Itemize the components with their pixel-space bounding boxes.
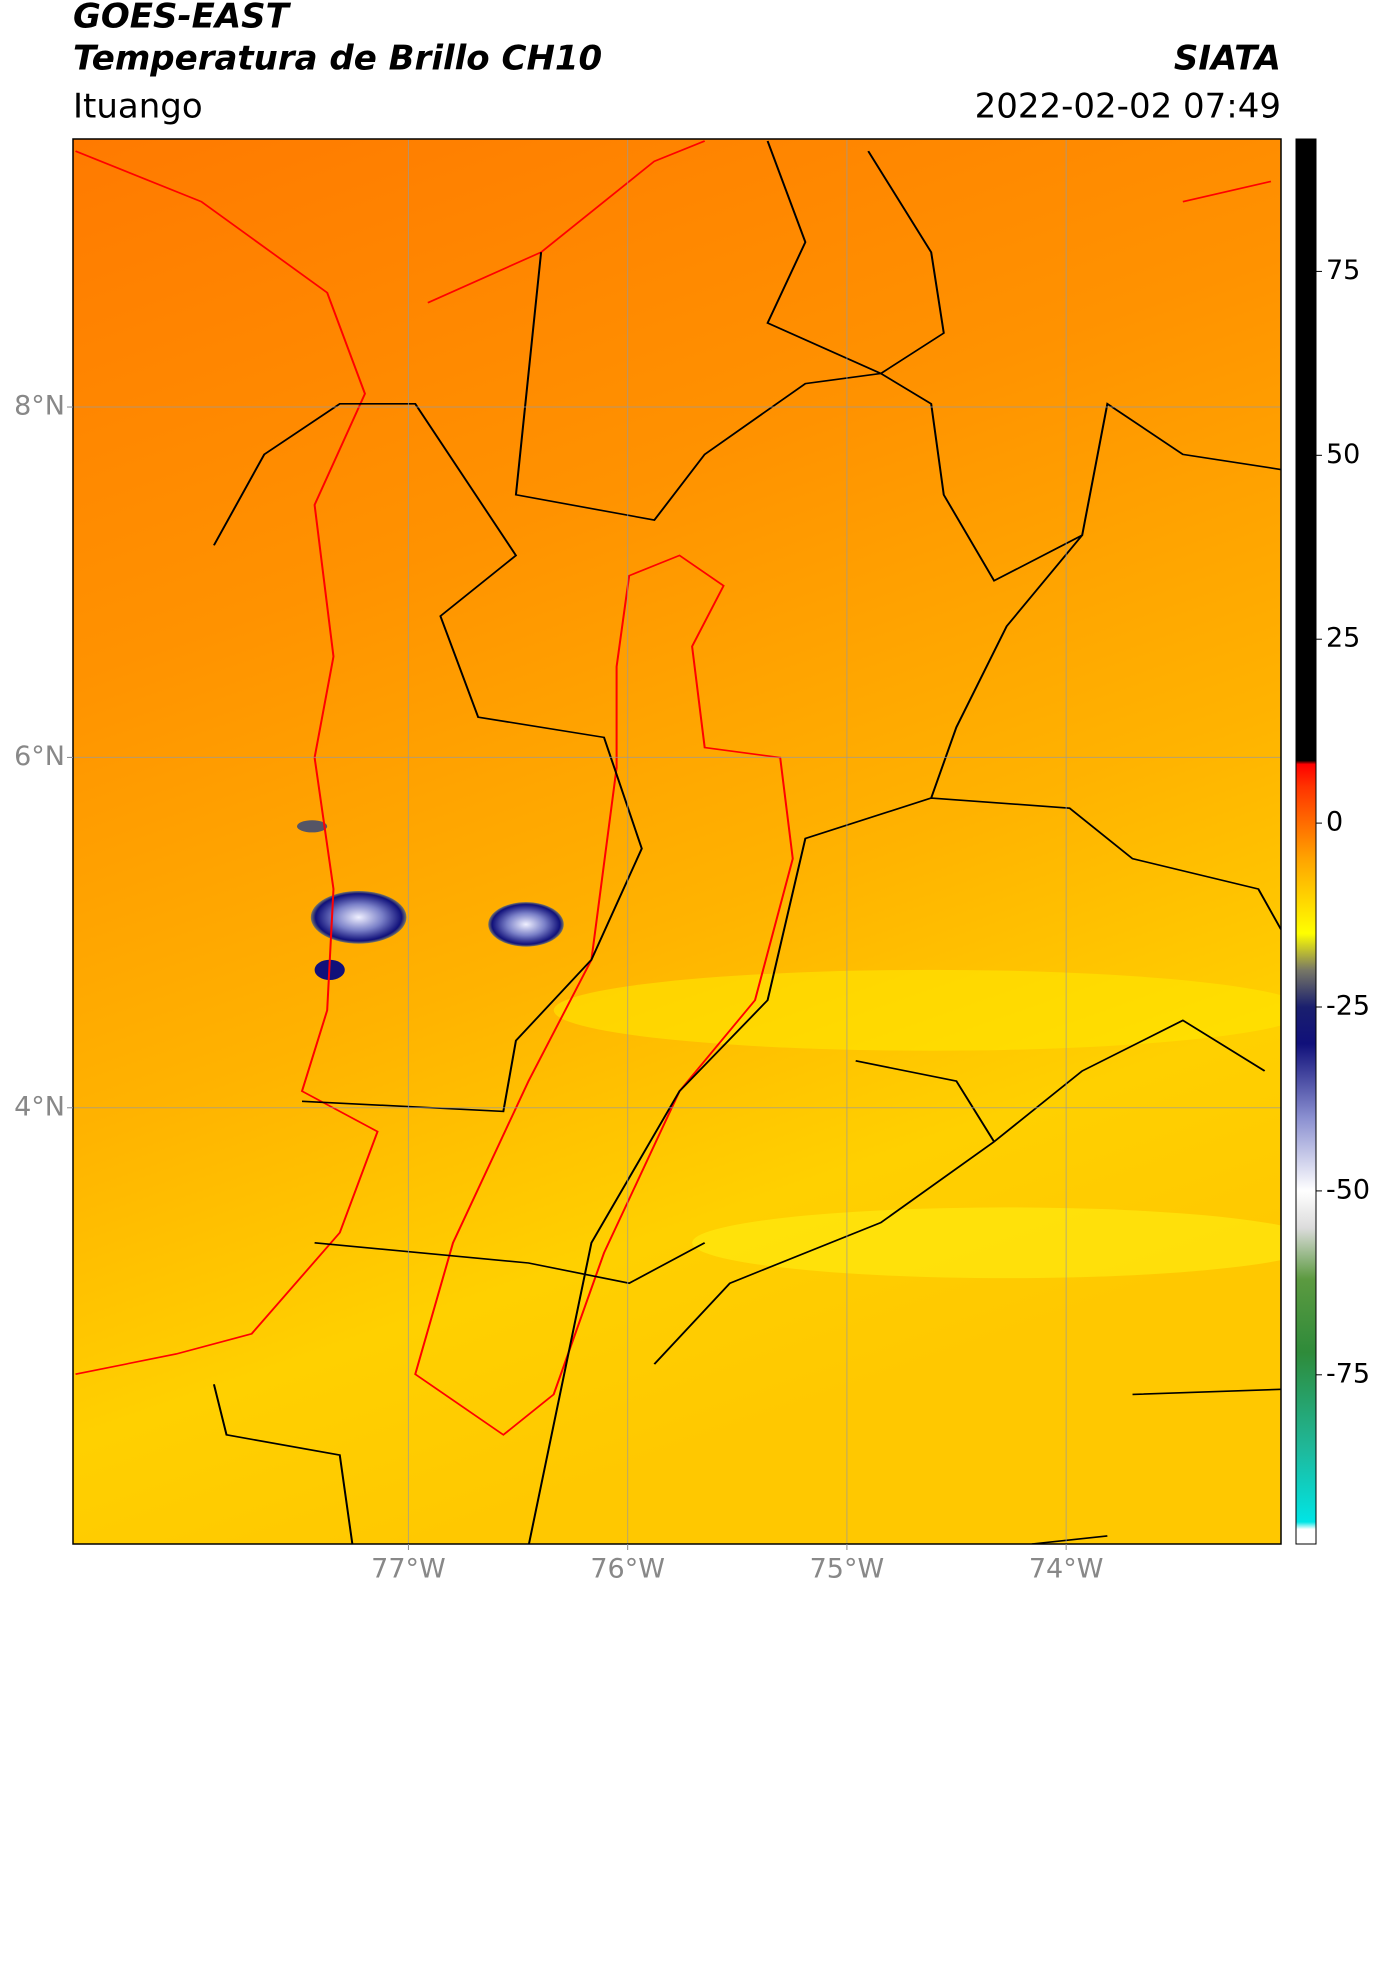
cloud-band (553, 969, 1281, 1051)
map-overlay (75, 140, 1281, 1544)
map-frame (72, 138, 1282, 1545)
map-area (73, 139, 1281, 1544)
coastline (427, 140, 1272, 304)
cold-cloud (310, 891, 407, 944)
location: Ituango (73, 87, 203, 127)
colorbar-tick-label: 0 (1326, 807, 1343, 838)
colorbar-tick-label: -50 (1326, 1174, 1370, 1205)
colorbar-tick-label: 75 (1326, 255, 1360, 286)
colorbar (1295, 138, 1317, 1545)
datetime: 2022-02-02 07:49 (975, 87, 1281, 127)
title: GOES-EAST (73, 0, 292, 37)
colorbar-tick-label: -25 (1326, 991, 1370, 1022)
colorbar-tick-label: 50 (1326, 439, 1360, 470)
colorbar-tick-label: -75 (1326, 1358, 1370, 1389)
x-tick-label: 77°W (371, 1554, 446, 1585)
map-background (73, 139, 1281, 1544)
y-tick-label: 4°N (14, 1091, 65, 1122)
coastline (75, 150, 379, 1375)
y-tick-label: 6°N (14, 741, 65, 772)
subtitle: Temperatura de Brillo CH10 (73, 39, 602, 79)
y-tick-label: 8°N (14, 391, 65, 422)
cold-cloud (488, 902, 564, 947)
x-tick-label: 75°W (810, 1554, 885, 1585)
x-tick-label: 74°W (1029, 1554, 1104, 1585)
cloud-band (692, 1207, 1281, 1279)
colorbar-tick-label: 25 (1326, 623, 1360, 654)
source: SIATA (1174, 39, 1281, 79)
admin-border (212, 140, 1281, 1544)
x-tick-label: 76°W (590, 1554, 665, 1585)
cold-cloud (296, 820, 328, 833)
